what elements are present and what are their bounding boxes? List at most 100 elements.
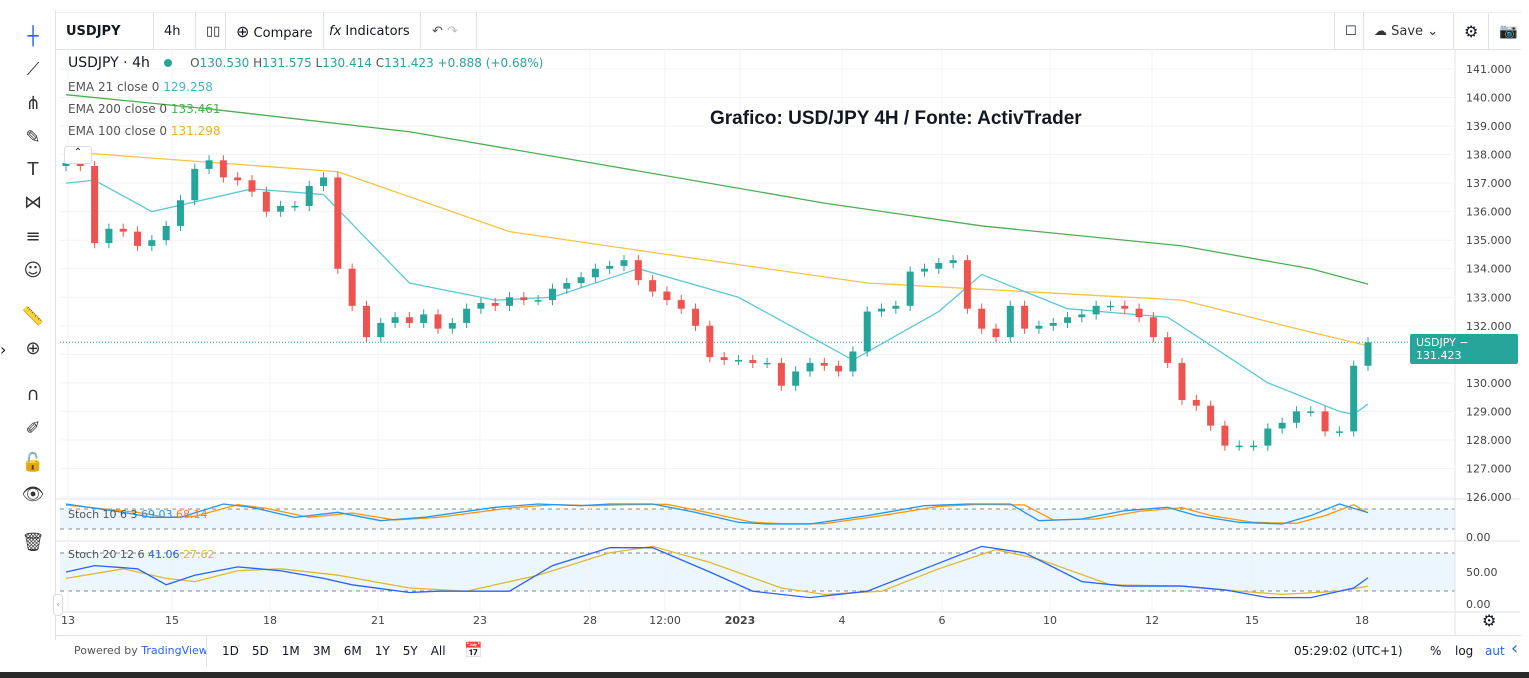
expand-toolbar-icon[interactable]: ›	[0, 340, 7, 359]
candles-style-icon[interactable]: ▯▯	[196, 13, 226, 50]
tradingview-link[interactable]: TradingView	[141, 644, 208, 657]
candle	[506, 292, 514, 311]
stoch2-k-value: 41.06	[148, 548, 180, 561]
candle	[749, 354, 757, 369]
undo-icon[interactable]: ↶	[432, 24, 443, 39]
candle-body	[134, 231, 142, 246]
auto-toggle[interactable]: aut	[1485, 644, 1505, 658]
brush-icon[interactable]: ✎	[25, 127, 41, 148]
ema100-line	[65, 151, 1369, 347]
time-tick-label: 13	[61, 614, 75, 627]
candle	[863, 306, 871, 357]
pitchfork-icon[interactable]: ⋔	[25, 93, 41, 114]
h-label: H	[253, 56, 263, 70]
axis-settings-gear-icon[interactable]: ⚙	[1482, 611, 1497, 630]
fullscreen-icon[interactable]: ☐	[1334, 13, 1364, 50]
scroll-left-handle[interactable]: ‹	[53, 594, 63, 616]
candle	[1121, 300, 1129, 314]
candle	[405, 312, 413, 329]
candle-body	[162, 225, 170, 241]
text-icon[interactable]: T	[27, 159, 39, 180]
candle-body	[1035, 325, 1043, 329]
candle	[677, 294, 685, 314]
candle	[162, 220, 170, 246]
candle	[906, 266, 914, 311]
collapse-legend-button[interactable]: ⌃	[64, 146, 92, 164]
stoch2-legend[interactable]: Stoch 20 12 6 41.06 27.62	[68, 548, 215, 561]
crosshair-icon[interactable]: ┼	[27, 26, 39, 47]
stoch1-legend[interactable]: Stoch 10 6 3 69.03 68.14	[68, 508, 208, 521]
range-1d[interactable]: 1D	[222, 644, 239, 658]
candle-body	[1307, 411, 1315, 413]
range-1y[interactable]: 1Y	[374, 644, 390, 658]
settings-gear-icon[interactable]: ⚙	[1454, 13, 1489, 50]
zoom-in-icon[interactable]: ⊕	[25, 338, 41, 359]
candle	[763, 357, 771, 369]
divider	[206, 636, 207, 667]
fx-icon: fx	[329, 24, 342, 39]
candle-body	[463, 308, 471, 323]
powered-by[interactable]: Powered by TradingView	[74, 644, 208, 657]
candle-body	[863, 311, 871, 352]
pattern-icon[interactable]: ⋈	[24, 192, 42, 213]
candle	[105, 223, 113, 249]
open-value: 130.530	[199, 56, 250, 70]
goto-date-icon[interactable]: 📅	[464, 641, 483, 659]
candle-body	[291, 205, 299, 208]
ema200-legend[interactable]: EMA 200 close 0 133.461	[68, 102, 221, 116]
eye-icon[interactable]: 👁	[21, 484, 45, 505]
range-1m[interactable]: 1M	[281, 644, 300, 658]
clock-timezone[interactable]: 05:29:02 (UTC+1)	[1294, 644, 1403, 658]
unlock-icon[interactable]: 🔓	[21, 452, 45, 473]
price-tag-symbol: USDJPY	[1416, 336, 1456, 349]
candle	[620, 255, 628, 272]
redo-icon[interactable]: ↷	[447, 24, 458, 39]
magnet-icon[interactable]: ∩	[26, 384, 40, 405]
candle-body	[1364, 342, 1372, 366]
camera-icon[interactable]: 📷	[1499, 22, 1518, 40]
percent-toggle[interactable]: %	[1430, 644, 1442, 658]
candle	[1149, 312, 1157, 343]
range-6m[interactable]: 6M	[343, 644, 362, 658]
candle-body	[1064, 317, 1072, 323]
candle	[1278, 417, 1286, 434]
collapse-chevron-icon[interactable]: ‹	[1511, 638, 1519, 659]
ema100-legend[interactable]: EMA 100 close 0 131.298	[68, 124, 221, 138]
ema100-value: 131.298	[170, 124, 221, 138]
candle	[248, 175, 256, 197]
interval-button[interactable]: 4h	[154, 13, 196, 50]
candle-body	[234, 177, 242, 181]
compare-button[interactable]: ⊕ Compare	[226, 13, 324, 50]
candle-body	[992, 328, 1000, 338]
log-toggle[interactable]: log	[1455, 644, 1474, 658]
range-5y[interactable]: 5Y	[402, 644, 418, 658]
price-tick-label: 130.000	[1466, 377, 1512, 390]
range-3m[interactable]: 3M	[312, 644, 331, 658]
candle	[692, 303, 700, 331]
trash-icon[interactable]: 🗑	[21, 532, 45, 553]
lock-drawing-icon[interactable]: ✐	[25, 418, 41, 439]
save-button[interactable]: ☁ Save ⌄	[1364, 13, 1454, 50]
candle-body	[548, 288, 556, 301]
price-tick-label: 134.000	[1466, 263, 1512, 276]
range-5d[interactable]: 5D	[251, 644, 269, 658]
emoji-icon[interactable]: ☺	[23, 260, 43, 281]
ruler-icon[interactable]: 📏	[21, 306, 45, 327]
prediction-icon[interactable]: ≡	[25, 226, 41, 247]
price-tick-label: 136.000	[1466, 206, 1512, 219]
range-all[interactable]: All	[430, 644, 446, 658]
symbol-search-button[interactable]: USDJPY	[56, 13, 154, 50]
stoch2-band	[60, 553, 1455, 591]
candle-body	[176, 200, 184, 226]
candle-body	[606, 265, 614, 269]
indicators-button[interactable]: fx Indicators	[319, 13, 421, 50]
legend-title: USDJPY · 4h	[68, 55, 150, 71]
candle-body	[649, 280, 657, 292]
trendline-icon[interactable]: ⟋	[26, 59, 40, 80]
price-tick-label: 135.000	[1466, 234, 1512, 247]
candle	[148, 235, 156, 252]
live-dot	[164, 59, 173, 67]
candle-body	[1121, 305, 1129, 309]
ema21-legend[interactable]: EMA 21 close 0 129.258	[68, 80, 213, 94]
